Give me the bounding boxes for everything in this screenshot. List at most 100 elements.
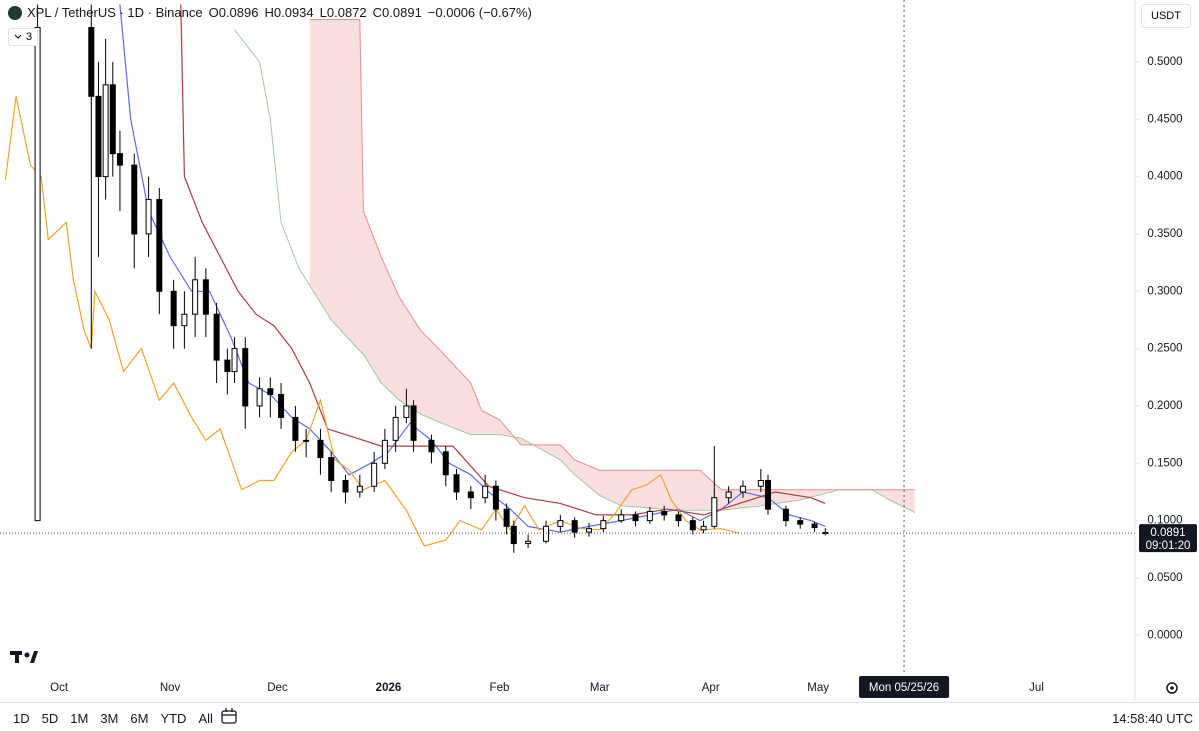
candle-body (267, 388, 274, 395)
x-tick-label: Jul (1029, 682, 1044, 694)
candle-body (109, 84, 116, 155)
candle-body (600, 520, 607, 530)
settings-icon[interactable] (1166, 682, 1178, 694)
plot-area (0, 4, 1135, 553)
candle-body (88, 27, 95, 97)
candle-body (145, 199, 152, 235)
ohlc-value: 0.0891 (382, 5, 422, 20)
candle-body (428, 439, 435, 453)
candle-body (442, 451, 449, 476)
candle-body (503, 508, 510, 527)
range-button[interactable]: 5D (41, 711, 59, 726)
indicator-toggle[interactable]: 3 (8, 28, 39, 46)
range-button[interactable]: 1D (13, 711, 30, 726)
candle-body (403, 405, 410, 418)
range-button[interactable]: 3M (100, 711, 119, 726)
range-buttons: 1D 5D 1M 3M 6M YTD All (13, 711, 213, 726)
bottom-toolbar: 1D 5D 1M 3M 6M YTD All 14:58:40 UTC (0, 702, 1199, 731)
candle-body (317, 439, 324, 459)
range-button[interactable]: 1M (70, 711, 89, 726)
candle-body (782, 508, 789, 522)
candle-body (303, 439, 310, 442)
candle-body (34, 27, 41, 522)
crosshair-date-box (859, 676, 950, 698)
tv-logo (10, 651, 38, 663)
ohlc-label: L (319, 5, 327, 20)
candle-body (410, 405, 417, 441)
chevron (14, 34, 22, 39)
y-tick-label: 0.1000 (1147, 515, 1182, 527)
y-tick-label: 0.5000 (1147, 56, 1182, 68)
range-button[interactable]: 6M (130, 711, 149, 726)
candle-body (278, 393, 285, 418)
currency-button[interactable]: USDT (1141, 4, 1191, 28)
candle-body (381, 439, 388, 464)
clock[interactable]: 14:58:40 UTC (1112, 711, 1193, 726)
candle-body (192, 279, 199, 315)
candle-body (797, 520, 804, 525)
candle-body (646, 510, 653, 522)
candle-body (543, 525, 550, 542)
range-button[interactable]: YTD (160, 711, 187, 726)
crosshair-date-label: Mon 05/25/26 (869, 682, 939, 694)
candle-body (739, 485, 746, 493)
candle-body (342, 479, 349, 493)
candle-body (618, 514, 625, 522)
candle-body (392, 416, 399, 441)
candle-body (725, 491, 732, 499)
y-tick-label: 0.4500 (1147, 113, 1182, 125)
calendar-icon[interactable] (221, 708, 237, 724)
range-button[interactable]: All (198, 711, 213, 726)
candle-body (557, 520, 564, 527)
x-tick-label: Apr (702, 682, 720, 694)
candle-body (116, 153, 123, 166)
y-tick-label: 0.1500 (1147, 457, 1182, 469)
candle-body (371, 462, 378, 487)
x-tick-label: Oct (50, 682, 69, 694)
candle-body (492, 485, 499, 510)
candle-body (242, 348, 249, 407)
countdown-label: 09:01:20 (1146, 540, 1191, 552)
candle-body (328, 457, 335, 481)
x-tick-label: Mar (590, 682, 610, 694)
candle-body (170, 290, 177, 327)
candle-body (181, 313, 188, 327)
candle-body (213, 313, 220, 361)
x-tick-label: Nov (160, 682, 181, 694)
candle-body (231, 348, 238, 373)
indicator-count: 3 (26, 31, 33, 43)
x-tick-label: Feb (490, 682, 510, 694)
candle-body (453, 474, 460, 493)
indicator-line (180, 4, 826, 516)
candle-body (689, 520, 696, 531)
candle-body (356, 485, 363, 493)
ohlc-label: H (264, 5, 274, 20)
candle-body (661, 510, 668, 516)
x-tick-label: Dec (267, 682, 288, 694)
y-tick-label: 0.3500 (1147, 228, 1182, 240)
candle-body (482, 485, 489, 499)
y-tick-label: 0.3000 (1147, 285, 1182, 297)
candle-body (571, 520, 578, 533)
candle-body (292, 416, 299, 441)
candle-body (525, 540, 532, 545)
candle-body (765, 479, 772, 510)
symbol[interactable]: XPL / TetherUS · 1D · Binance (27, 5, 203, 20)
candle-body (102, 84, 109, 178)
candle-body (131, 164, 138, 235)
y-tick-label: 0.4000 (1147, 171, 1182, 183)
y-tick-label: 0.0000 (1147, 629, 1182, 641)
ohlc-label: C (372, 5, 383, 20)
candle-body (156, 199, 163, 292)
indicator-line (119, 4, 826, 533)
y-tick-label: 0.2500 (1147, 343, 1182, 355)
candle-body (675, 514, 682, 522)
y-tick-label: 0.0500 (1147, 572, 1182, 584)
last-price-box (1139, 524, 1197, 553)
candle-body (811, 523, 818, 529)
x-tick-label: May (807, 682, 829, 694)
axes: 0.0000 0.0500 0.1000 0.1500 0.2000 0.2500 0.30… (50, 56, 1182, 694)
symbol-icon (8, 5, 22, 20)
